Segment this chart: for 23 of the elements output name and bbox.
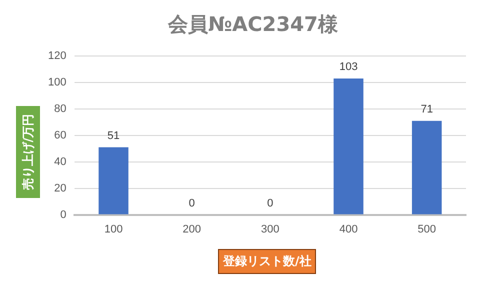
x-tick-label: 500	[418, 223, 436, 236]
y-tick-label: 60	[54, 129, 66, 142]
y-tick-label: 120	[48, 50, 66, 62]
y-tick-label: 80	[54, 102, 66, 115]
bar	[98, 147, 128, 214]
data-label: 0	[188, 197, 195, 210]
y-tick-label: 100	[48, 76, 66, 88]
x-tick-label: 400	[339, 223, 358, 236]
y-tick-label: 40	[54, 156, 66, 168]
data-label: 71	[420, 103, 433, 116]
y-tick-label: 20	[54, 182, 66, 194]
x-tick-label: 200	[182, 223, 202, 236]
chart-title: 会員№AC2347様	[167, 12, 339, 36]
bar	[334, 78, 364, 214]
x-tick-label: 300	[260, 223, 280, 236]
data-label: 103	[339, 61, 358, 74]
y-axis-title: 売り上げ/万円	[21, 114, 36, 190]
x-tick-label: 100	[104, 223, 123, 236]
data-label: 51	[107, 130, 120, 142]
bar	[412, 120, 442, 214]
data-label: 0	[267, 197, 274, 210]
y-tick-label: 0	[60, 208, 66, 221]
x-axis-title: 登録リスト数/社	[218, 249, 316, 274]
